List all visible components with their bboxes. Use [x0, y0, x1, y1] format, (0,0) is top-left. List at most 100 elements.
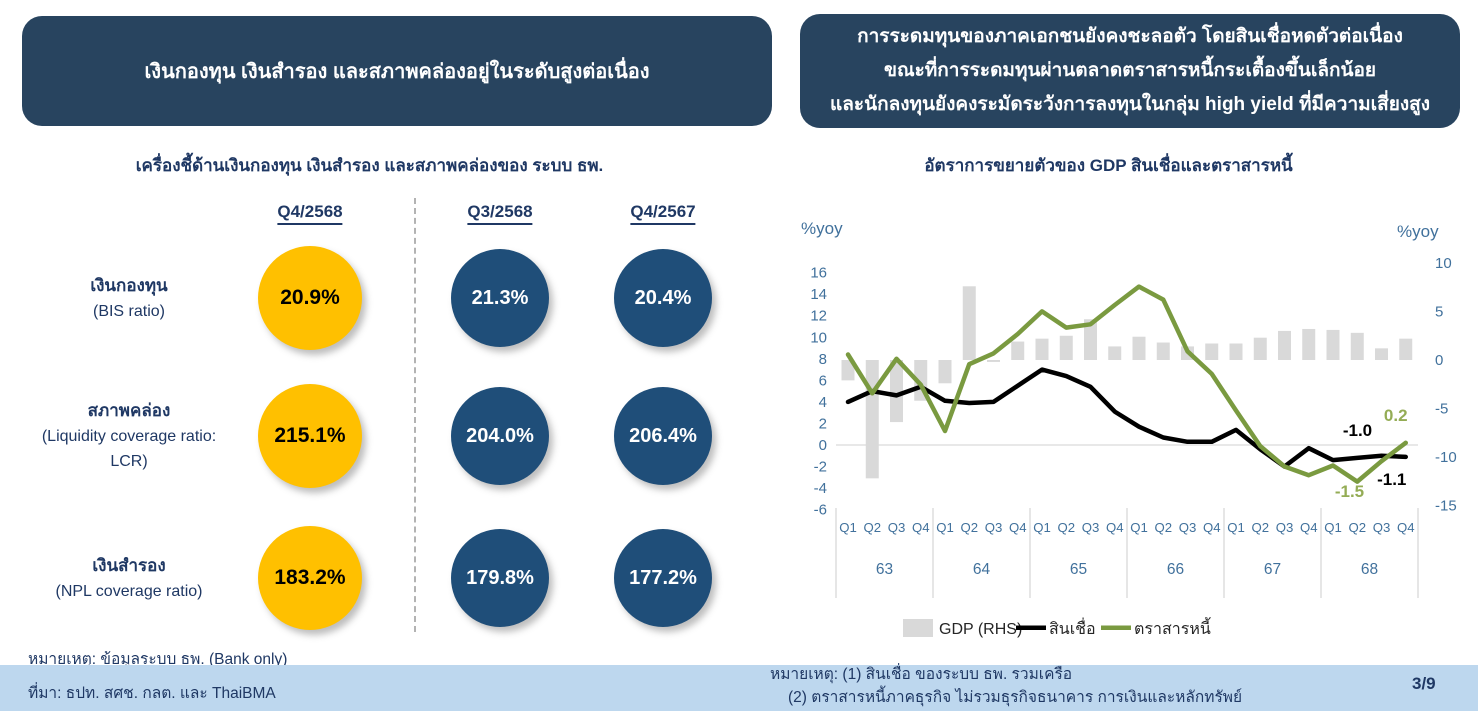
svg-text:Q3: Q3	[985, 520, 1003, 535]
svg-text:65: 65	[1070, 561, 1087, 578]
row-label-en: (NPL coverage ratio)	[55, 582, 203, 600]
chart-title: อัตราการขยายตัวของ GDP สินเชื่อและตราสาร…	[924, 156, 1293, 175]
svg-text:-1.1: -1.1	[1377, 470, 1406, 489]
svg-text:%yoy: %yoy	[801, 219, 843, 238]
svg-text:10: 10	[1435, 255, 1452, 272]
kpi-circle-bis-q4-2568: 20.9%	[258, 246, 362, 350]
bottom-strip	[0, 665, 1478, 711]
kpi-value: 183.2%	[274, 566, 346, 589]
svg-text:Q2: Q2	[1251, 520, 1269, 535]
svg-text:-6: -6	[814, 502, 827, 519]
svg-text:63: 63	[876, 561, 893, 578]
svg-text:-1.0: -1.0	[1343, 421, 1372, 440]
svg-text:Q2: Q2	[960, 520, 978, 535]
kpi-value: 206.4%	[629, 424, 697, 447]
svg-text:-2: -2	[814, 459, 827, 476]
kpi-value: 215.1%	[274, 424, 346, 447]
svg-text:Q1: Q1	[1130, 520, 1148, 535]
kpi-value: 20.4%	[634, 286, 692, 309]
svg-text:Q1: Q1	[936, 520, 954, 535]
left-headline-box: เงินกองทุน เงินสำรอง และสภาพคล่องอยู่ในร…	[22, 16, 772, 126]
right-headline-box: การระดมทุนของภาคเอกชนยังคงชะลอตัว โดยสิน…	[800, 14, 1460, 128]
svg-text:Q3: Q3	[1179, 520, 1197, 535]
svg-text:-15: -15	[1435, 498, 1457, 515]
svg-text:0: 0	[1435, 352, 1443, 369]
svg-text:12: 12	[810, 308, 827, 325]
svg-text:Q4: Q4	[1106, 520, 1124, 535]
left-headline-text: เงินกองทุน เงินสำรอง และสภาพคล่องอยู่ในร…	[144, 61, 650, 83]
svg-text:Q2: Q2	[1057, 520, 1075, 535]
svg-text:%yoy: %yoy	[1397, 222, 1439, 241]
svg-text:66: 66	[1167, 561, 1184, 578]
svg-text:-5: -5	[1435, 401, 1448, 418]
svg-text:Q1: Q1	[1033, 520, 1051, 535]
kpi-value: 179.8%	[466, 566, 534, 589]
row-label-lcr: สภาพคล่อง (Liquidity coverage ratio: LCR…	[18, 391, 240, 481]
svg-text:5: 5	[1435, 304, 1443, 321]
svg-text:-4: -4	[814, 480, 827, 497]
svg-text:16: 16	[810, 265, 827, 282]
kpi-circle-bis-q3-2568: 21.3%	[451, 249, 549, 347]
svg-text:Q1: Q1	[1324, 520, 1342, 535]
kpi-circle-lcr-q4-2567: 206.4%	[614, 387, 712, 485]
row-label-th: เงินสำรอง	[92, 555, 166, 575]
svg-text:10: 10	[810, 329, 827, 346]
svg-text:0: 0	[819, 437, 827, 454]
svg-text:สินเชื่อ: สินเชื่อ	[1049, 617, 1096, 638]
kpi-value: 20.9%	[280, 286, 340, 309]
column-header-q3-2568: Q3/2568	[467, 202, 533, 225]
svg-text:-10: -10	[1435, 449, 1457, 466]
kpi-circle-npl-q4-2568: 183.2%	[258, 526, 362, 630]
kpi-table-title: เครื่องชี้ด้านเงินกองทุน เงินสำรอง และสภ…	[135, 156, 604, 175]
row-label-en: (Liquidity coverage ratio: LCR)	[41, 428, 217, 470]
svg-text:Q2: Q2	[863, 520, 881, 535]
right-headline-line-3: และนักลงทุนยังคงระมัดระวังการลงทุนในกลุ่…	[829, 94, 1431, 115]
svg-text:Q1: Q1	[839, 520, 857, 535]
svg-text:Q1: Q1	[1227, 520, 1245, 535]
right-headline-line-2: ขณะที่การระดมทุนผ่านตลาดตราสารหนี้กระเตื…	[883, 60, 1377, 81]
kpi-circle-npl-q3-2568: 179.8%	[451, 529, 549, 627]
row-label-en: (BIS ratio)	[92, 302, 165, 320]
right-headline-line-1: การระดมทุนของภาคเอกชนยังคงชะลอตัว โดยสิน…	[857, 26, 1403, 47]
svg-text:67: 67	[1264, 561, 1281, 578]
column-header-q4-2567: Q4/2567	[630, 202, 696, 225]
svg-text:68: 68	[1361, 561, 1378, 578]
svg-text:6: 6	[819, 372, 827, 389]
left-footnote: หมายเหตุ: ข้อมูลระบบ ธพ. (Bank only)	[28, 651, 288, 668]
dashed-column-divider	[414, 198, 416, 632]
svg-text:-1.5: -1.5	[1335, 482, 1364, 501]
column-header-q4-2568: Q4/2568	[277, 202, 343, 225]
svg-text:ตราสารหนี้: ตราสารหนี้	[1134, 617, 1211, 638]
svg-text:GDP (RHS): GDP (RHS)	[939, 621, 1022, 638]
row-label-bis-ratio: เงินกองทุน (BIS ratio)	[18, 258, 240, 338]
svg-text:Q3: Q3	[1276, 520, 1294, 535]
right-footnote-2: (2) ตราสารหนี้ภาคธุรกิจ ไม่รวมธุรกิจธนาค…	[788, 689, 1243, 706]
kpi-circle-bis-q4-2567: 20.4%	[614, 249, 712, 347]
svg-text:Q3: Q3	[888, 520, 906, 535]
svg-text:Q2: Q2	[1154, 520, 1172, 535]
svg-text:0.2: 0.2	[1384, 406, 1408, 425]
svg-text:Q3: Q3	[1373, 520, 1391, 535]
svg-text:4: 4	[819, 394, 827, 411]
kpi-circle-npl-q4-2567: 177.2%	[614, 529, 712, 627]
svg-text:Q4: Q4	[912, 520, 930, 535]
page-number: 3/9	[1412, 674, 1436, 693]
row-label-npl-coverage: เงินสำรอง (NPL coverage ratio)	[18, 538, 240, 618]
svg-text:8: 8	[819, 351, 827, 368]
row-label-th: เงินกองทุน	[90, 275, 168, 295]
svg-text:64: 64	[973, 561, 991, 578]
svg-text:Q4: Q4	[1009, 520, 1027, 535]
svg-text:14: 14	[810, 286, 827, 303]
kpi-circle-lcr-q4-2568: 215.1%	[258, 384, 362, 488]
svg-text:2: 2	[819, 415, 827, 432]
right-footnote-1: หมายเหตุ: (1) สินเชื่อ ของระบบ ธพ. รวมเค…	[770, 666, 1073, 683]
kpi-value: 177.2%	[629, 566, 697, 589]
svg-text:Q4: Q4	[1300, 520, 1318, 535]
svg-text:Q4: Q4	[1203, 520, 1221, 535]
source-text: ที่มา: ธปท. สศช. กลต. และ ThaiBMA	[28, 685, 276, 702]
svg-text:Q2: Q2	[1348, 520, 1366, 535]
kpi-circle-lcr-q3-2568: 204.0%	[451, 387, 549, 485]
kpi-value: 204.0%	[466, 424, 534, 447]
